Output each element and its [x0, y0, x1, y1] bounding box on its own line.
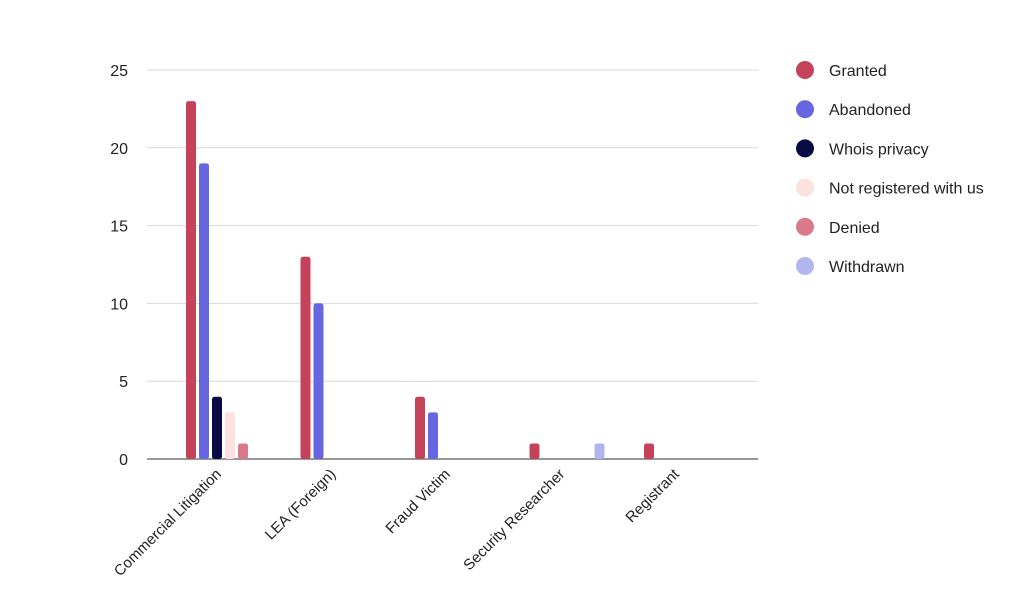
legend-swatch [796, 100, 814, 119]
bar-abandoned-1 [313, 303, 324, 459]
bar-granted-3 [529, 443, 540, 459]
y-tick-label: 20 [110, 141, 128, 158]
legend-swatch [796, 61, 814, 79]
bar-granted-1 [300, 256, 311, 459]
y-tick-label: 10 [110, 296, 128, 313]
x-tick-label: Fraud Victim [382, 466, 453, 537]
legend-swatch [796, 217, 814, 236]
legend-label: Whois privacy [829, 141, 929, 158]
x-tick-label: Registrant [622, 465, 683, 526]
legend-swatch [796, 178, 814, 197]
bar-granted-4 [644, 443, 654, 459]
bar-abandoned-2 [428, 412, 438, 459]
legend-label: Not registered with us [829, 181, 984, 198]
legend-label: Withdrawn [829, 259, 905, 276]
y-tick-label: 15 [110, 219, 128, 236]
bar-withdrawn-3 [594, 443, 605, 459]
x-tick-label: LEA (Foreign) [262, 466, 339, 543]
legend-label: Abandoned [829, 102, 911, 119]
x-tick-label: Commercial Litigation [111, 466, 225, 580]
y-tick-label: 5 [119, 374, 128, 391]
bar-denied-0 [238, 443, 248, 459]
legend-swatch [796, 139, 814, 158]
y-tick-label: 25 [110, 63, 128, 80]
legend-swatch [796, 257, 814, 275]
legend-label: Granted [829, 63, 887, 80]
bar-whois-privacy-0 [212, 396, 222, 459]
bar-abandoned-0 [199, 163, 209, 460]
bar-not-registered-with-us-0 [225, 412, 235, 459]
x-tick-label: Security Researcher [460, 466, 568, 574]
y-tick-label: 0 [119, 452, 128, 469]
bar-granted-0 [186, 101, 196, 460]
legend-label: Denied [829, 220, 880, 237]
bar-granted-2 [415, 396, 425, 459]
